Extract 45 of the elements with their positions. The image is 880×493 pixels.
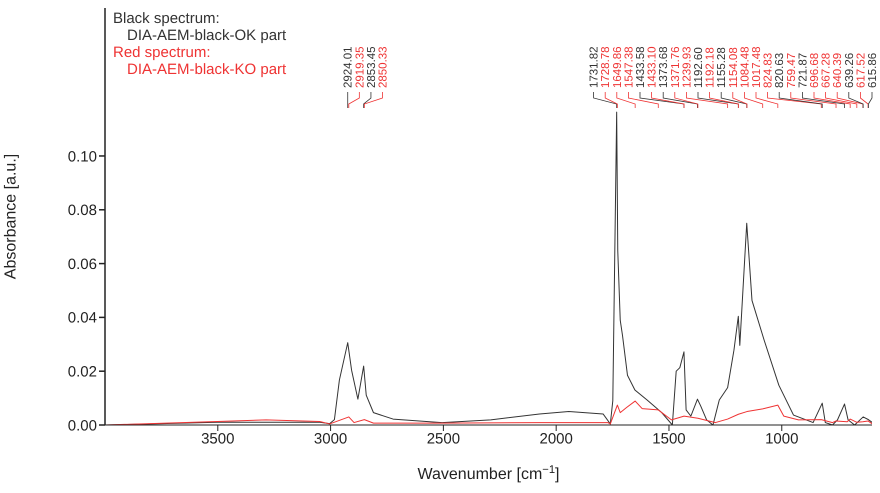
x-tick-label: 2500: [426, 430, 460, 448]
annotation: 1731.82: [588, 46, 601, 88]
y-axis-title: Absorbance [a.u.]: [2, 154, 20, 280]
annotation: 759.47: [786, 52, 798, 88]
x-tick-label: 3500: [201, 430, 234, 448]
annotation: 2853.45: [366, 46, 378, 88]
y-tick-label: 0.10: [68, 148, 97, 166]
annotation: 824.83: [762, 52, 775, 88]
annotation: 1649.86: [612, 46, 624, 88]
annotation: 640.39: [832, 52, 844, 88]
annotation: 617.52: [855, 52, 868, 88]
annotation: 820.63: [774, 52, 786, 88]
annotation: 2919.35: [354, 46, 366, 88]
annotation: 721.87: [797, 52, 810, 88]
annotation: 2850.33: [378, 46, 390, 88]
x-axis-title: Wavenumber [cm$^{−1}$]: [418, 464, 560, 483]
annotation: 1433.10: [646, 46, 659, 88]
annotation: 1547.38: [623, 46, 636, 88]
x-tick-label: 1500: [652, 430, 686, 448]
annotation: 1154.08: [728, 47, 740, 88]
annotation: 667.28: [820, 52, 833, 88]
annotation: 1084.48: [739, 46, 752, 88]
text: Red spectrum: DIA-AEM-black-KO part: [113, 44, 286, 78]
y-tick-label: 0.00: [68, 417, 97, 434]
annotation: 696.68: [809, 52, 821, 88]
annotation: 1433.58: [635, 46, 647, 88]
annotation: 1371.76: [670, 46, 682, 88]
annotation: 2924.01: [342, 46, 355, 88]
x-tick-label: 3000: [314, 430, 348, 448]
text: Black spectrum: DIA-AEM-black-OK part: [113, 10, 286, 44]
annotation: 1239.93: [681, 46, 694, 88]
x-tick-label: 1000: [765, 430, 798, 448]
y-tick-label: 0.04: [68, 310, 97, 327]
y-tick-label: 0.06: [68, 256, 97, 273]
annotation: 1192.60: [693, 47, 705, 88]
annotation: 1728.78: [600, 46, 612, 88]
annotation: 1017.48: [751, 46, 763, 88]
annotation: 1373.68: [658, 46, 670, 88]
annotation: 639.26: [844, 52, 856, 88]
annotation: 615.86: [867, 52, 879, 88]
y-tick-label: 0.02: [68, 364, 97, 381]
annotation: 1192.18: [704, 47, 717, 88]
annotation: 1155.28: [716, 47, 728, 88]
y-tick-label: 0.08: [68, 202, 97, 220]
x-tick-label: 2000: [539, 430, 573, 448]
